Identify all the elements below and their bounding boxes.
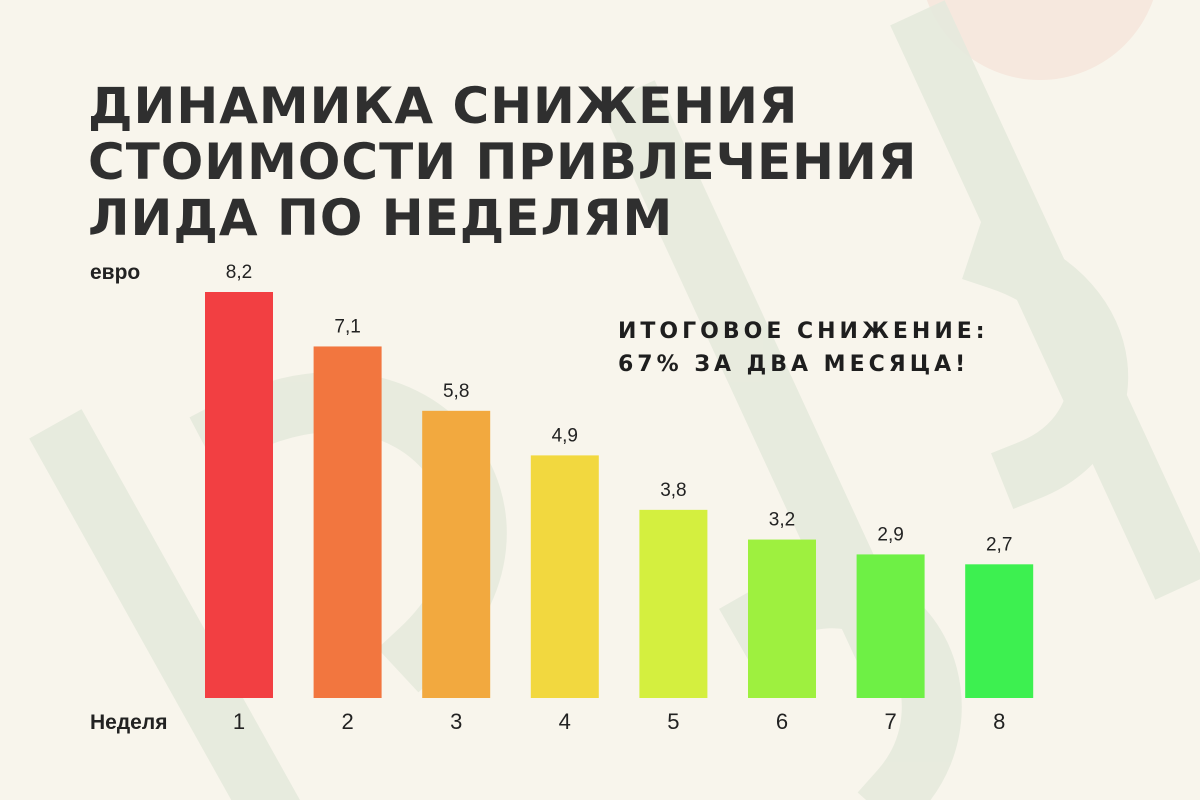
bar-week-4 xyxy=(530,455,599,698)
value-label-week-6: 3,2 xyxy=(769,510,795,531)
x-tick-labels-group: 1 2 3 4 5 6 7 8 xyxy=(233,709,1005,734)
x-tick-week-1: 1 xyxy=(233,709,245,734)
title-line-2: стоимости привлечения xyxy=(88,133,918,191)
x-tick-week-4: 4 xyxy=(559,709,571,734)
bar-week-7 xyxy=(856,554,925,698)
bar-week-6 xyxy=(748,539,816,698)
bars-group xyxy=(205,292,1034,698)
x-tick-week-5: 5 xyxy=(667,709,679,734)
value-label-week-5: 3,8 xyxy=(660,480,686,501)
bar-week-1 xyxy=(205,292,273,698)
title-line-1: Динамика снижения xyxy=(88,77,799,135)
value-label-week-8: 2,7 xyxy=(986,534,1012,555)
bar-week-5 xyxy=(639,509,708,698)
x-tick-week-2: 2 xyxy=(341,709,353,734)
value-label-week-1: 8,2 xyxy=(226,262,252,283)
value-label-week-4: 4,9 xyxy=(552,425,578,446)
callout-line-1: Итоговое снижение: xyxy=(618,319,989,344)
callout-line-2: 67% за два месяца! xyxy=(618,352,970,377)
value-label-week-3: 5,8 xyxy=(443,381,469,402)
page-title: Динамика снижения стоимости привлечения … xyxy=(88,78,1088,246)
x-axis-label: Неделя xyxy=(90,711,167,734)
bar-week-3 xyxy=(422,410,491,698)
x-tick-week-3: 3 xyxy=(450,709,462,734)
summary-callout: Итоговое снижение: 67% за два месяца! xyxy=(618,315,989,381)
bar-week-8 xyxy=(965,564,1034,698)
title-line-3: лида по неделям xyxy=(88,189,674,247)
value-label-week-7: 2,9 xyxy=(877,524,903,545)
value-label-week-2: 7,1 xyxy=(334,316,360,337)
x-tick-week-8: 8 xyxy=(993,709,1005,734)
decorative-circle xyxy=(926,0,1154,80)
value-labels-group: 8,2 7,1 5,8 4,9 3,8 3,2 2,9 2,7 xyxy=(226,262,1013,555)
bar-week-2 xyxy=(313,346,382,698)
y-axis-label: евро xyxy=(90,261,140,284)
x-tick-week-7: 7 xyxy=(884,709,896,734)
x-tick-week-6: 6 xyxy=(776,709,788,734)
